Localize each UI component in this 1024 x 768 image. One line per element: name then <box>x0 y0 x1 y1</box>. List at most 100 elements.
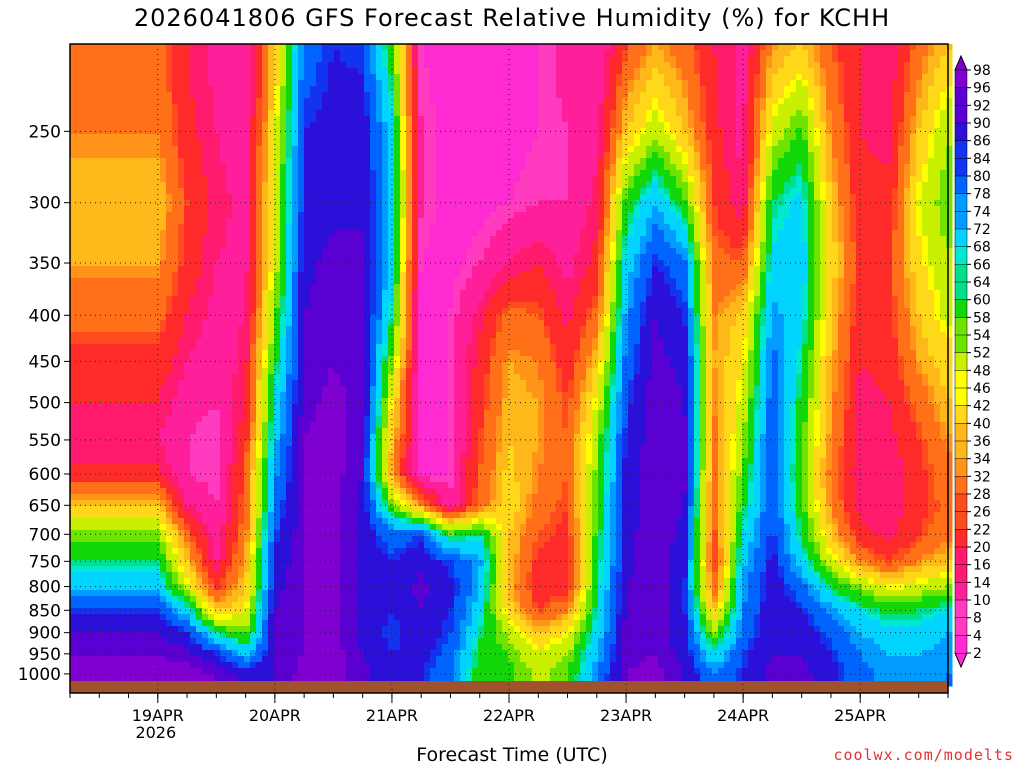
rh-cell <box>310 200 317 207</box>
rh-cell <box>184 662 191 669</box>
rh-cell <box>244 152 251 159</box>
rh-cell <box>178 344 185 351</box>
rh-cell <box>70 206 77 213</box>
rh-cell <box>154 560 161 567</box>
rh-cell <box>334 194 341 201</box>
rh-cell <box>244 560 251 567</box>
rh-cell <box>250 272 257 279</box>
rh-cell <box>76 236 83 243</box>
rh-cell <box>196 152 203 159</box>
rh-cell <box>328 518 335 525</box>
rh-cell <box>148 464 155 471</box>
rh-cell <box>292 158 299 165</box>
rh-cell <box>184 668 191 675</box>
rh-cell <box>88 632 95 639</box>
rh-cell <box>70 218 77 225</box>
rh-cell <box>316 344 323 351</box>
rh-cell <box>178 548 185 555</box>
rh-cell <box>184 212 191 219</box>
rh-cell <box>304 278 311 285</box>
rh-cell <box>232 254 239 261</box>
rh-cell <box>268 368 275 375</box>
rh-cell <box>136 254 143 261</box>
rh-cell <box>280 458 287 465</box>
rh-cell <box>226 104 233 111</box>
rh-cell <box>202 368 209 375</box>
rh-cell <box>184 332 191 339</box>
rh-cell <box>142 524 149 531</box>
rh-cell <box>70 482 77 489</box>
rh-cell <box>106 500 113 507</box>
rh-cell <box>214 566 221 573</box>
rh-cell <box>166 98 173 105</box>
rh-cell <box>196 188 203 195</box>
rh-cell <box>136 218 143 225</box>
rh-cell <box>226 560 233 567</box>
rh-cell <box>160 116 167 123</box>
rh-cell <box>148 410 155 417</box>
rh-cell <box>184 602 191 609</box>
rh-cell <box>142 482 149 489</box>
rh-cell <box>340 470 347 477</box>
rh-cell <box>220 536 227 543</box>
rh-cell <box>214 530 221 537</box>
rh-cell <box>76 620 83 627</box>
rh-cell <box>274 104 281 111</box>
rh-cell <box>202 524 209 531</box>
rh-cell <box>232 590 239 597</box>
rh-cell <box>130 674 137 681</box>
rh-cell <box>268 578 275 585</box>
rh-cell <box>202 152 209 159</box>
rh-cell <box>256 548 263 555</box>
rh-cell <box>112 374 119 381</box>
rh-cell <box>106 308 113 315</box>
rh-cell <box>304 518 311 525</box>
rh-cell <box>316 74 323 81</box>
rh-cell <box>274 80 281 87</box>
rh-cell <box>88 224 95 231</box>
rh-cell <box>220 572 227 579</box>
rh-cell <box>172 176 179 183</box>
rh-cell <box>316 536 323 543</box>
rh-cell <box>262 530 269 537</box>
rh-cell <box>316 668 323 675</box>
rh-cell <box>238 530 245 537</box>
rh-cell <box>124 218 131 225</box>
rh-cell <box>238 632 245 639</box>
rh-cell <box>82 110 89 117</box>
rh-cell <box>70 116 77 123</box>
rh-cell <box>70 386 77 393</box>
rh-cell <box>178 578 185 585</box>
rh-cell <box>292 134 299 141</box>
rh-cell <box>310 158 317 165</box>
rh-cell <box>256 530 263 537</box>
rh-cell <box>298 236 305 243</box>
rh-cell <box>118 254 125 261</box>
rh-cell <box>94 200 101 207</box>
rh-cell <box>250 512 257 519</box>
rh-cell <box>160 110 167 117</box>
rh-cell <box>88 206 95 213</box>
rh-cell <box>262 434 269 441</box>
rh-cell <box>232 74 239 81</box>
rh-cell <box>346 398 353 405</box>
rh-cell <box>82 290 89 297</box>
rh-cell <box>226 296 233 303</box>
rh-cell <box>196 80 203 87</box>
rh-cell <box>280 608 287 615</box>
rh-cell <box>76 272 83 279</box>
rh-cell <box>76 440 83 447</box>
rh-cell <box>262 224 269 231</box>
rh-cell <box>136 104 143 111</box>
rh-cell <box>130 392 137 399</box>
rh-cell <box>292 470 299 477</box>
rh-cell <box>220 506 227 513</box>
rh-cell <box>316 542 323 549</box>
rh-cell <box>154 290 161 297</box>
rh-cell <box>148 74 155 81</box>
rh-cell <box>238 314 245 321</box>
rh-cell <box>262 452 269 459</box>
rh-cell <box>136 314 143 321</box>
rh-cell <box>112 470 119 477</box>
rh-cell <box>346 80 353 87</box>
